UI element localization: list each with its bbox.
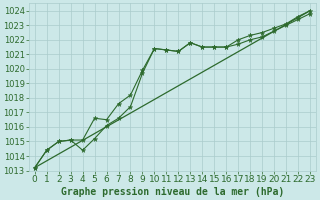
- X-axis label: Graphe pression niveau de la mer (hPa): Graphe pression niveau de la mer (hPa): [61, 186, 284, 197]
